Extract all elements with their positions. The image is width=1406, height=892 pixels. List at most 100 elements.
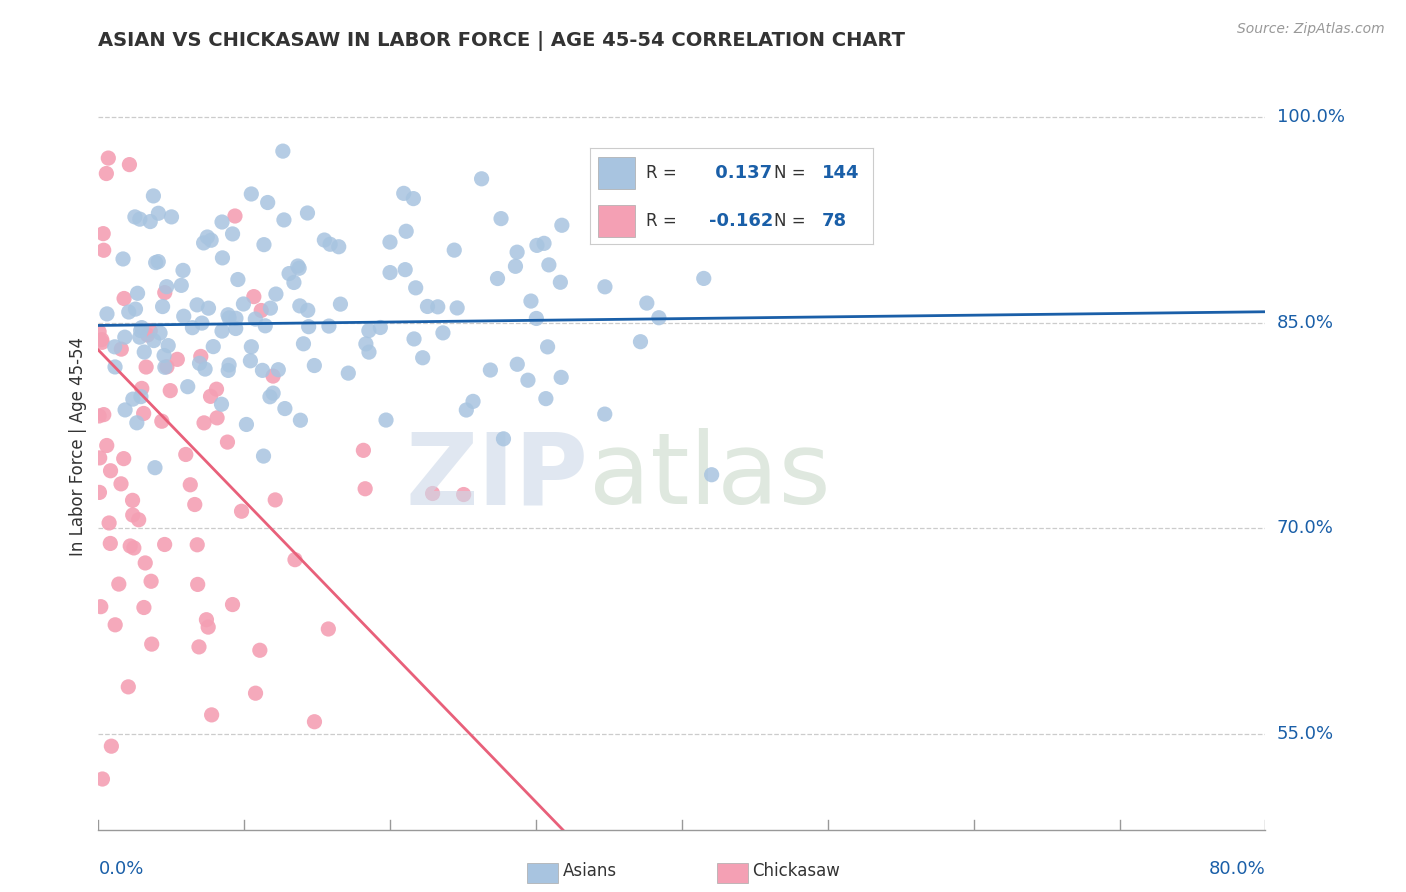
Point bbox=[160, 210, 183, 224]
Text: 85.0%: 85.0% bbox=[1277, 314, 1333, 332]
Point bbox=[278, 267, 301, 281]
Point bbox=[537, 258, 560, 272]
Point bbox=[110, 476, 132, 491]
Point bbox=[139, 324, 162, 338]
Point bbox=[288, 261, 311, 276]
Point bbox=[104, 340, 127, 354]
Point bbox=[378, 235, 401, 249]
Point bbox=[174, 448, 197, 462]
Point bbox=[298, 319, 321, 334]
FancyBboxPatch shape bbox=[599, 205, 636, 236]
Point bbox=[392, 186, 415, 201]
Point bbox=[314, 233, 336, 247]
Point bbox=[453, 487, 475, 501]
Point bbox=[630, 334, 652, 349]
Point bbox=[471, 171, 494, 186]
Point bbox=[273, 213, 295, 227]
Point bbox=[104, 359, 127, 374]
Point bbox=[124, 210, 146, 224]
Point bbox=[89, 450, 111, 465]
Point bbox=[131, 320, 153, 334]
Point bbox=[91, 335, 114, 350]
Point bbox=[426, 300, 449, 314]
Point bbox=[170, 278, 193, 293]
Point bbox=[225, 321, 247, 335]
Point bbox=[492, 432, 515, 446]
Point bbox=[520, 294, 543, 309]
Point bbox=[489, 211, 512, 226]
Point bbox=[125, 416, 148, 430]
Point bbox=[432, 326, 454, 340]
Point bbox=[128, 513, 150, 527]
Point bbox=[319, 237, 342, 252]
Point bbox=[422, 486, 444, 500]
Point bbox=[217, 363, 239, 377]
Point bbox=[250, 303, 273, 318]
Point bbox=[479, 363, 502, 377]
Point bbox=[134, 345, 156, 359]
Point bbox=[190, 350, 212, 364]
Point bbox=[284, 552, 307, 566]
Point bbox=[195, 613, 218, 627]
Point bbox=[211, 215, 233, 229]
Point bbox=[370, 320, 392, 334]
Point bbox=[262, 369, 284, 384]
Point bbox=[378, 266, 401, 280]
Point bbox=[221, 227, 243, 241]
Point bbox=[211, 324, 233, 338]
Point bbox=[153, 537, 176, 551]
Point bbox=[153, 349, 176, 363]
Point bbox=[202, 340, 225, 354]
Point bbox=[402, 332, 425, 346]
Point bbox=[136, 328, 159, 343]
Point bbox=[96, 167, 118, 181]
Point bbox=[245, 686, 267, 700]
Point bbox=[90, 599, 112, 614]
Point bbox=[267, 362, 290, 376]
Point bbox=[232, 297, 254, 311]
Point bbox=[328, 240, 350, 254]
Point bbox=[536, 340, 558, 354]
Text: Asians: Asians bbox=[562, 863, 616, 880]
Point bbox=[412, 351, 434, 365]
Text: 100.0%: 100.0% bbox=[1277, 108, 1344, 127]
Point bbox=[506, 245, 529, 260]
Point bbox=[132, 407, 155, 421]
Point bbox=[634, 186, 657, 200]
Point bbox=[143, 460, 166, 475]
Point bbox=[283, 276, 305, 290]
Point bbox=[153, 285, 176, 300]
Point bbox=[195, 230, 218, 244]
Point bbox=[330, 850, 353, 864]
Point bbox=[304, 359, 326, 373]
Point bbox=[352, 443, 374, 458]
Text: N =: N = bbox=[773, 211, 806, 230]
Point bbox=[156, 279, 179, 293]
Point bbox=[142, 189, 165, 203]
Point bbox=[288, 299, 311, 313]
Point bbox=[593, 280, 616, 294]
Point bbox=[416, 300, 439, 314]
Point bbox=[252, 449, 274, 463]
Point bbox=[271, 144, 294, 158]
Point bbox=[129, 390, 152, 404]
Point bbox=[91, 772, 114, 786]
Point bbox=[526, 238, 548, 252]
Point bbox=[211, 251, 233, 265]
Point bbox=[700, 467, 723, 482]
Point bbox=[107, 577, 129, 591]
Text: 78: 78 bbox=[823, 211, 848, 230]
Point bbox=[128, 330, 150, 344]
Point bbox=[184, 498, 207, 512]
Text: 0.137: 0.137 bbox=[709, 164, 772, 182]
Point bbox=[118, 158, 141, 172]
Point bbox=[264, 492, 287, 507]
Text: -0.162: -0.162 bbox=[709, 211, 773, 230]
Point bbox=[93, 244, 115, 258]
Point bbox=[112, 292, 135, 306]
Point bbox=[218, 358, 240, 372]
Point bbox=[122, 541, 145, 555]
Text: ZIP: ZIP bbox=[406, 428, 589, 525]
Point bbox=[354, 482, 377, 496]
Point bbox=[87, 409, 110, 423]
